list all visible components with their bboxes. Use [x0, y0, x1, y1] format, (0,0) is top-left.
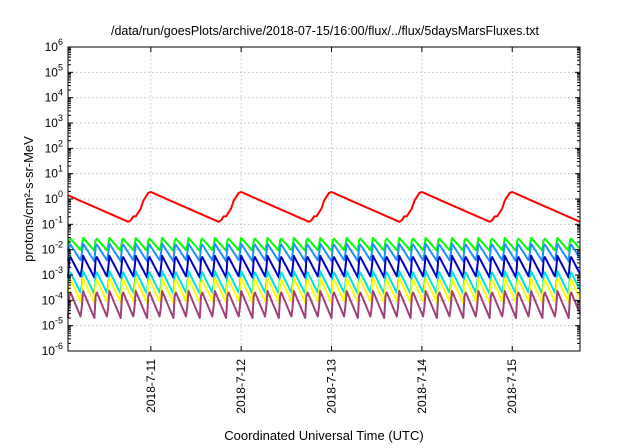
y-tick-label: 102	[45, 138, 63, 155]
y-tick-exponent: 3	[58, 113, 63, 123]
y-tick-exponent: 0	[58, 189, 63, 199]
y-axis-label: protons/cm²-s-sr-MeV	[21, 136, 36, 262]
y-tick-exponent: -2	[55, 240, 63, 250]
y-tick-label: 10-5	[42, 316, 63, 333]
series-line	[67, 277, 581, 304]
y-tick-base: 10	[42, 344, 56, 358]
x-tick-label: 2018-7-15	[505, 359, 519, 414]
y-tick-label: 10-3	[42, 265, 63, 282]
y-tick-exponent: -6	[55, 341, 63, 351]
x-tick-label: 2018-7-14	[415, 359, 429, 414]
series-line	[67, 236, 581, 252]
y-tick-exponent: -5	[55, 316, 63, 326]
y-tick-exponent: 4	[58, 88, 63, 98]
y-tick-base: 10	[45, 91, 59, 105]
y-tick-label: 103	[45, 113, 63, 130]
x-axis-label: Coordinated Universal Time (UTC)	[224, 428, 423, 443]
y-tick-base: 10	[42, 268, 56, 282]
y-tick-exponent: 6	[58, 37, 63, 47]
series-group	[67, 191, 581, 319]
series-line	[67, 290, 581, 319]
series-line	[67, 270, 581, 295]
y-tick-label: 10-1	[42, 214, 63, 231]
y-tick-exponent: -1	[55, 214, 63, 224]
y-tick-exponent: 1	[58, 164, 63, 174]
y-tick-base: 10	[45, 167, 59, 181]
y-tick-base: 10	[45, 141, 59, 155]
y-tick-base: 10	[45, 65, 59, 79]
y-tick-exponent: 2	[58, 138, 63, 148]
y-tick-label: 10-2	[42, 240, 63, 257]
series-line	[67, 242, 581, 263]
y-tick-label: 100	[45, 189, 63, 206]
y-tick-label: 104	[45, 88, 63, 105]
y-tick-base: 10	[45, 192, 59, 206]
x-tick-label: 2018-7-13	[325, 359, 339, 414]
x-tick-label: 2018-7-11	[144, 359, 158, 413]
y-tick-base: 10	[42, 217, 56, 231]
y-tick-label: 10-6	[42, 341, 63, 358]
y-tick-label: 101	[45, 164, 63, 181]
y-tick-label: 106	[45, 37, 63, 54]
series-line	[67, 254, 581, 279]
y-tick-base: 10	[42, 293, 56, 307]
x-tick-label: 2018-7-12	[234, 359, 248, 414]
y-tick-base: 10	[42, 319, 56, 333]
y-tick-exponent: 5	[58, 62, 63, 72]
y-axis: 10-610-510-410-310-210-11001011021031041…	[42, 37, 580, 358]
chart-title: /data/run/goesPlots/archive/2018-07-15/1…	[111, 24, 540, 38]
y-tick-base: 10	[45, 116, 59, 130]
y-tick-exponent: -4	[55, 290, 63, 300]
y-tick-exponent: -3	[55, 265, 63, 275]
y-tick-base: 10	[42, 243, 56, 257]
y-tick-label: 105	[45, 62, 63, 79]
y-tick-base: 10	[45, 40, 59, 54]
series-line	[67, 191, 581, 223]
x-axis: 2018-7-11 2018-7-12 2018-7-13 2018-7-14 2018…	[144, 47, 519, 414]
y-tick-label: 10-4	[42, 290, 63, 307]
